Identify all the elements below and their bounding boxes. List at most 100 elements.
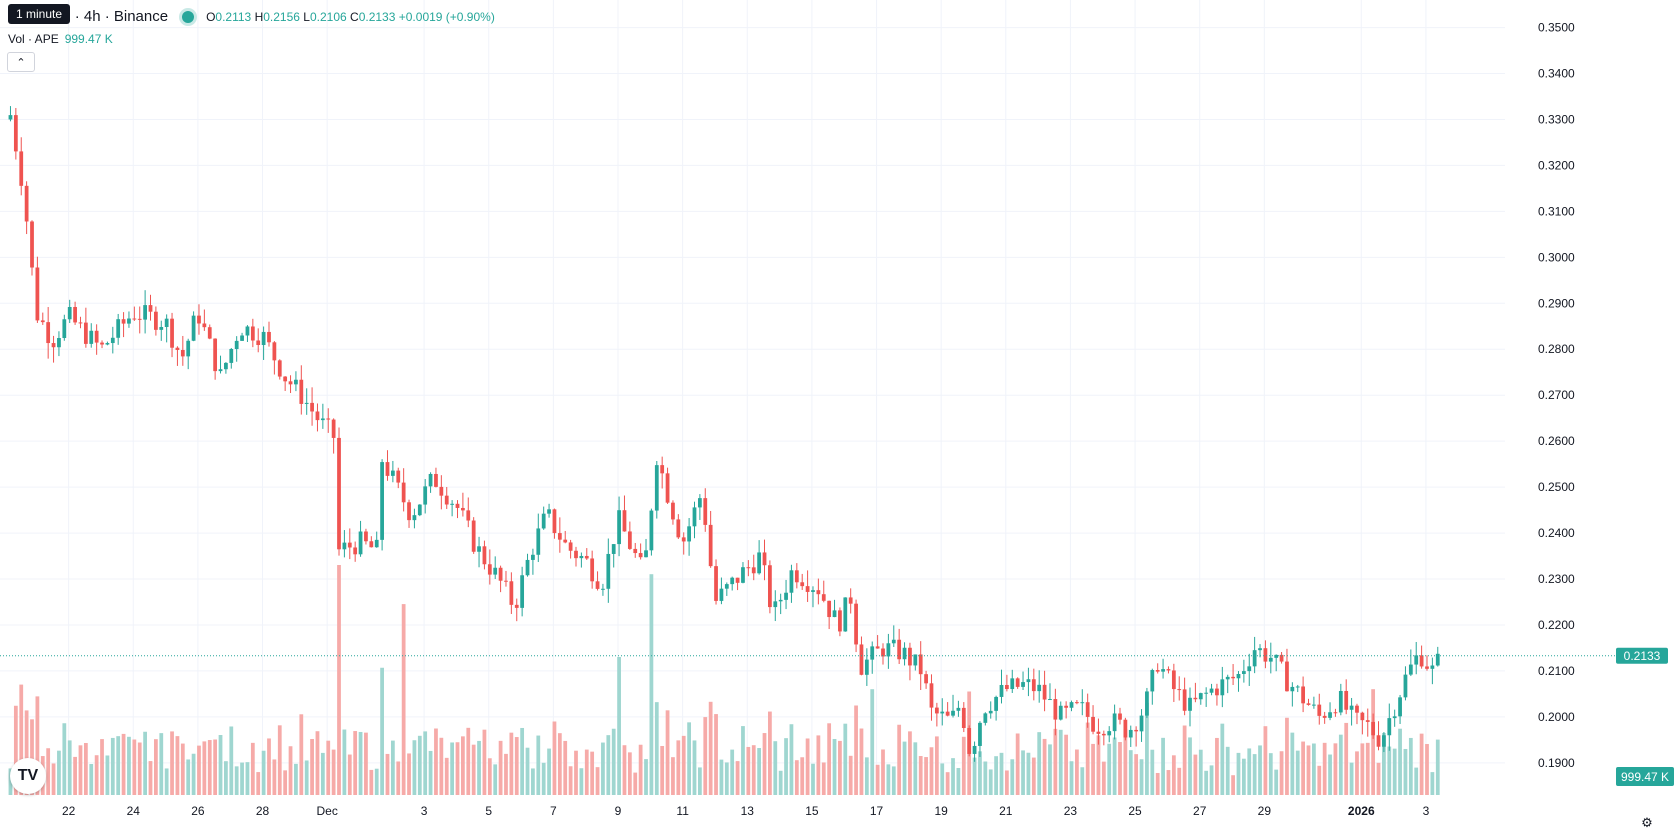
candle-body [1290, 686, 1295, 692]
candle-body [1387, 718, 1392, 736]
volume-bar [1408, 737, 1413, 795]
candle-body [428, 473, 433, 487]
time-tick-label: 23 [1064, 804, 1078, 818]
volume-bar [1091, 743, 1095, 795]
candle-body [132, 318, 137, 320]
candle-body [434, 473, 438, 487]
candle-body [1317, 704, 1322, 716]
candle-body [805, 586, 810, 592]
volume-bar [1225, 746, 1230, 795]
volume-bar [240, 762, 244, 795]
collapse-legend-button[interactable]: ⌃ [7, 52, 35, 72]
price-axis[interactable]: 0.3500 0.3400 0.3300 0.3200 0.3100 0.3000 0.29… [1538, 21, 1575, 770]
volume-bar [1209, 765, 1214, 795]
interval-tooltip: 1 minute [8, 4, 71, 24]
candle-body [67, 306, 72, 320]
volume-bar [390, 740, 395, 795]
candle-body [461, 507, 465, 511]
volume-bar [714, 714, 718, 795]
volume-bar [660, 745, 665, 795]
volume-bar [272, 759, 277, 795]
candle-body [1312, 704, 1316, 706]
volume-bar [929, 747, 934, 795]
candle-body [654, 465, 659, 511]
candle-body [1220, 679, 1225, 696]
candle-body [978, 722, 982, 746]
volume-bar [428, 750, 433, 795]
candle-body [1161, 669, 1165, 672]
volume-bar [897, 724, 902, 795]
volume-bar [202, 741, 207, 795]
candle-body [741, 567, 745, 583]
volume-bar [1166, 770, 1171, 795]
candle-body [1171, 670, 1176, 690]
volume-bar [191, 753, 196, 795]
volume-bar [671, 757, 675, 795]
tradingview-logo-icon[interactable]: TV [10, 758, 46, 794]
volume-bar [256, 772, 261, 795]
volume-bar [1252, 754, 1257, 795]
time-tick-label: 11 [676, 804, 689, 818]
volume-bar [1193, 754, 1198, 795]
volume-bar [132, 739, 137, 795]
candle-body [557, 533, 562, 540]
candle-body [848, 597, 853, 604]
volume-bar [245, 762, 250, 795]
volume-bar [676, 740, 681, 795]
gear-icon[interactable]: ⚙ [1641, 815, 1653, 830]
candle-body [202, 323, 207, 328]
price-tick-label: 0.2000 [1538, 710, 1575, 724]
time-tick-label: 19 [934, 804, 948, 818]
time-axis[interactable]: 22 24 26 28 Dec 3 5 7 9 11 13 15 17 19 21 23 25 27 29 2026 3 [62, 804, 1430, 818]
candle-body [1101, 733, 1106, 736]
volume-bar [1295, 750, 1300, 795]
candle-body [250, 326, 255, 341]
volume-bar [1231, 775, 1235, 795]
volume-bar [638, 744, 643, 795]
candle-body [897, 639, 902, 660]
candle-body [73, 306, 77, 323]
candle-body [1349, 705, 1354, 710]
volume-bar [450, 742, 455, 795]
volume-bar [762, 733, 767, 795]
candle-body [692, 507, 697, 527]
volume-bar [724, 762, 729, 795]
candle-body [197, 315, 201, 324]
candle-body [563, 539, 568, 543]
volume-bar [875, 764, 880, 795]
volume-bar [633, 772, 638, 795]
volume-bar [622, 745, 627, 795]
volume-value-tag-text: 999.47 K [1621, 770, 1669, 784]
volume-bar [1021, 750, 1025, 795]
volume-bar [353, 731, 358, 795]
candle-body [175, 347, 180, 350]
volume-bar [487, 758, 492, 795]
volume-bar [439, 737, 444, 795]
candle-body [294, 379, 298, 385]
time-tick-label: 21 [999, 804, 1013, 818]
candle-body [827, 600, 832, 618]
volume-bar [692, 740, 697, 795]
volume-bar [1398, 728, 1402, 795]
volume-bar [493, 764, 498, 795]
volume-bar [1145, 703, 1149, 795]
candle-body [116, 319, 121, 338]
volume-bar [595, 767, 600, 795]
volume-bar [1177, 767, 1182, 795]
volume-bar [832, 738, 837, 795]
candle-body [1069, 702, 1074, 708]
candle-body [267, 331, 271, 343]
volume-bar [401, 604, 406, 795]
volume-bar [531, 768, 535, 795]
volume-bar [380, 667, 384, 795]
volume-bar [1139, 759, 1144, 795]
volume-bar [310, 739, 314, 795]
candle-body [821, 594, 826, 601]
candle-body [272, 342, 277, 361]
candle-body [1371, 721, 1376, 736]
candle-body [541, 513, 546, 529]
candle-body [1021, 682, 1025, 687]
volume-bar [978, 751, 982, 795]
volume-bar [127, 736, 131, 795]
